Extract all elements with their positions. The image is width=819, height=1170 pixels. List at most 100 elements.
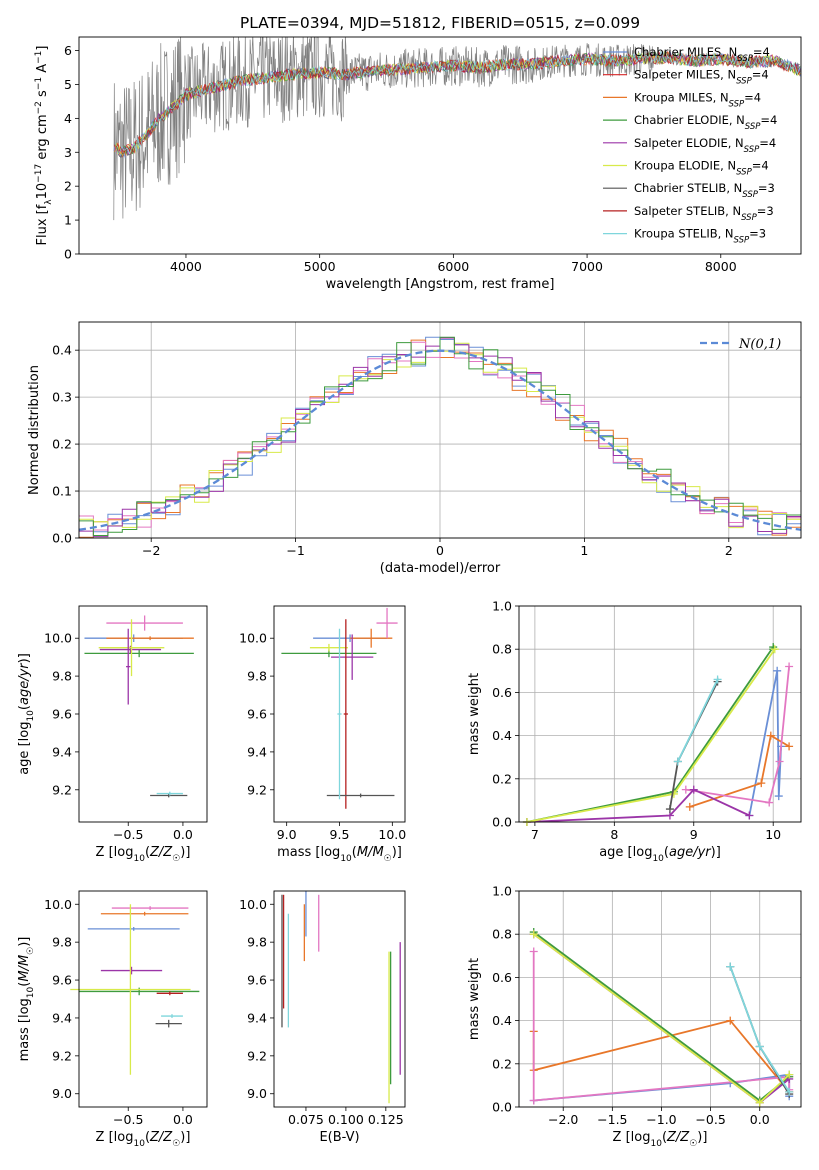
- series-marker: [681, 785, 690, 794]
- x-axis-label: mass [log10(M/M☉)]: [277, 845, 402, 864]
- series-marker: [757, 779, 766, 788]
- y-tick-label: 0.6: [492, 685, 512, 700]
- x-tick-label: 0.100: [328, 1112, 364, 1127]
- series-marker: [726, 962, 735, 971]
- errorbar-point: [161, 1014, 183, 1018]
- series-marker: [755, 1098, 764, 1107]
- x-tick-label: 9: [690, 827, 698, 842]
- legend-entry: Kroupa ELODIE, NSSP=4: [634, 159, 769, 178]
- y-tick-label: 0.4: [492, 728, 512, 743]
- errorbar-point: [100, 911, 189, 916]
- x-tick-label: 0.125: [368, 1112, 404, 1127]
- errorbar-point: [99, 645, 162, 654]
- y-tick-label: 1.0: [492, 884, 512, 899]
- y-tick-label: 9.2: [52, 1048, 72, 1063]
- series-marker: [726, 1016, 735, 1025]
- series-line: [748, 670, 782, 816]
- series-marker: [765, 798, 774, 807]
- legend: Chabrier MILES, NSSP=4 Salpeter MILES, NS…: [603, 45, 777, 246]
- y-tick-label: 9.4: [247, 744, 267, 759]
- y-tick-label: 10.0: [239, 897, 267, 912]
- x-tick-label: 0.0: [750, 1112, 770, 1127]
- series-marker: [745, 811, 754, 820]
- errorbar-point: [79, 987, 200, 996]
- errorbar-point: [156, 991, 183, 996]
- x-tick-label: 8: [610, 827, 618, 842]
- x-tick-label: 8000: [705, 259, 737, 274]
- legend-entry: Chabrier STELIB, NSSP=3: [634, 181, 775, 200]
- plot-area-age-vs-Z: [84, 615, 194, 798]
- panel-mass-vs-EBV: 0.075 0.100 0.125 9.0 9.2 9.4 9.6 9.8 10.0: [239, 890, 406, 1127]
- legend-entry: N(0,1): [738, 337, 781, 352]
- series-marker: [775, 757, 784, 766]
- y-tick-label: 9.8: [247, 669, 267, 684]
- errorbar-point: [111, 906, 189, 910]
- x-tick-label: −1.5: [597, 1112, 627, 1127]
- errorbar-point: [343, 619, 348, 809]
- panel-age-vs-mass: 9.0 9.5 10.0 9.2 9.4 9.6 9.8 10.0 mass [log10(M/…: [239, 605, 406, 864]
- x-axis-label: E(B-V): [319, 1130, 359, 1145]
- panel-weight-vs-age: 7 8 9 10 0.0 0.2 0.4 0.6 0.8 1.0 age [log10(age/yr…: [467, 599, 802, 864]
- y-tick-label: 9.4: [247, 1010, 267, 1025]
- axes-frame: [273, 890, 406, 1108]
- x-tick-label: 5000: [304, 259, 336, 274]
- series-marker: [755, 1042, 764, 1051]
- errorbar-point: [337, 628, 342, 800]
- x-tick-label: −1.0: [646, 1112, 676, 1127]
- y-tick-label: 0.6: [492, 970, 512, 985]
- x-tick-label: 2: [725, 543, 733, 558]
- y-tick-label: 9.6: [52, 973, 72, 988]
- y-tick-label: 0: [64, 247, 72, 262]
- y-tick-label: 9.8: [247, 935, 267, 950]
- series-marker: [529, 1096, 538, 1105]
- y-tick-label: 0.2: [492, 1056, 512, 1071]
- axes-frame: [518, 605, 802, 823]
- x-tick-label: 10: [765, 827, 781, 842]
- x-axis-label: Z [log10(Z/Z☉)]: [613, 1130, 708, 1149]
- y-tick-label: 0.0: [52, 531, 72, 546]
- plot-area-mass-vs-Z: [70, 904, 200, 1075]
- series-marker: [774, 792, 783, 801]
- y-tick-label: 9.4: [52, 744, 72, 759]
- panel-residuals: −2 −1 0 1 2 0.0 0.1 0.2 0.3 0.4 (data-model)/error…: [27, 321, 802, 576]
- x-tick-label: 9.5: [330, 827, 350, 842]
- x-axis-label: wavelength [Angstrom, rest frame]: [326, 277, 555, 292]
- y-tick-label: 9.8: [52, 935, 72, 950]
- legend-entry: Kroupa STELIB, NSSP=3: [634, 227, 766, 246]
- x-tick-label: 0.0: [173, 827, 193, 842]
- y-tick-label: 0.1: [52, 484, 72, 499]
- y-tick-label: 4: [64, 111, 72, 126]
- normal-reference-curve: [78, 349, 802, 531]
- errorbar-point: [350, 628, 393, 648]
- x-tick-label: 7: [531, 827, 539, 842]
- y-tick-label: 9.2: [52, 782, 72, 797]
- y-axis-label: mass weight: [467, 673, 482, 755]
- errorbar-point: [155, 1019, 182, 1028]
- y-tick-label: 0.0: [492, 815, 512, 830]
- errorbar-point: [84, 649, 194, 658]
- series-line: [532, 951, 791, 1102]
- y-tick-label: 9.8: [52, 669, 72, 684]
- series-marker: [529, 930, 538, 939]
- y-axis-label: mass weight: [467, 958, 482, 1040]
- y-axis-label: mass [log10(M/M☉)]: [17, 937, 36, 1062]
- y-tick-label: 0.8: [492, 927, 512, 942]
- x-axis-label: (data-model)/error: [380, 561, 501, 576]
- plot-area-residuals: [78, 336, 802, 539]
- plot-area-weight-vs-age: [522, 643, 794, 826]
- legend-entry: Kroupa MILES, NSSP=4: [634, 90, 761, 109]
- x-axis-label: Z [log10(Z/Z☉)]: [96, 1130, 191, 1149]
- panel-spectrum: 4000 5000 6000 7000 8000 0 1 2 3 4 5 6 PLATE=0394, M…: [34, 14, 802, 292]
- x-tick-label: 0.075: [288, 1112, 324, 1127]
- y-tick-label: 0.4: [52, 343, 72, 358]
- x-tick-label: 6000: [437, 259, 469, 274]
- axes-frame: [78, 36, 802, 255]
- x-axis-label: age [log10(age/yr)]: [599, 845, 721, 864]
- y-tick-label: 1.0: [492, 599, 512, 614]
- series-marker: [770, 645, 779, 654]
- y-tick-label: 0.8: [492, 642, 512, 657]
- errorbar-point: [309, 643, 348, 652]
- y-tick-label: 3: [64, 145, 72, 160]
- y-tick-label: 10.0: [239, 631, 267, 646]
